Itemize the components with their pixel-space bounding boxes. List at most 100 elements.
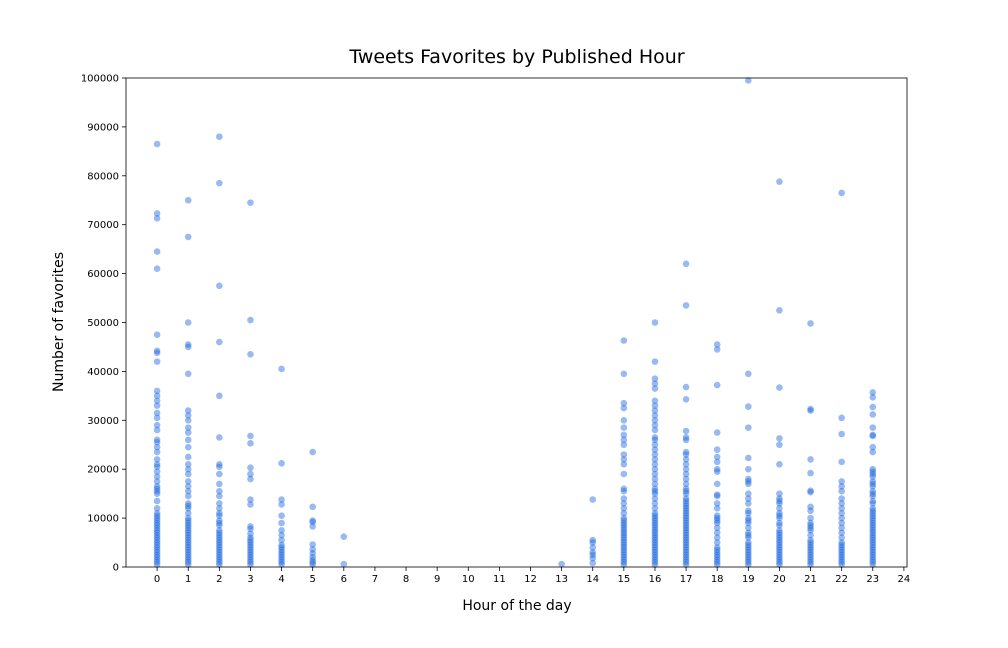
data-point [745,551,752,559]
data-point [247,432,254,440]
data-point [216,558,223,566]
data-point [620,517,628,524]
data-point [682,529,690,537]
data-point [776,531,783,539]
data-point [713,546,721,554]
data-point [153,546,161,554]
x-tick-label: 5 [310,574,316,585]
data-point [620,549,628,556]
data-point [216,512,223,519]
data-point [776,522,783,529]
data-point [776,514,783,522]
data-point [651,421,659,429]
data-point [869,509,877,517]
data-point [620,544,628,551]
data-point [278,551,285,559]
data-point [620,531,628,539]
data-point [184,370,192,378]
data-point [651,553,659,561]
data-point [184,470,192,478]
data-point [153,539,161,546]
data-point [651,451,659,458]
data-point [309,517,316,524]
data-point [838,514,845,522]
data-point [184,502,192,510]
data-point [713,429,721,436]
x-tick-label: 14 [586,574,599,585]
data-point [807,556,814,563]
data-point [651,505,659,512]
data-point [216,529,223,537]
data-point [807,507,814,515]
data-point [651,546,659,554]
data-point [807,561,814,568]
data-point [838,561,845,568]
data-point [247,470,254,478]
data-point [869,527,877,534]
data-point [682,536,690,544]
data-point [153,478,161,485]
data-point [247,553,254,561]
data-point [682,480,690,488]
data-point [620,495,628,502]
data-point [153,443,161,451]
y-tick-label: 100000 [81,74,119,85]
data-point [713,519,721,527]
data-point [589,551,597,559]
data-point [713,553,721,561]
data-point [682,260,690,268]
data-point [713,551,721,559]
data-point [309,556,316,564]
data-point [869,432,877,440]
data-point [184,561,192,568]
data-point [838,529,845,537]
data-point [776,544,783,551]
y-tick-label: 10000 [87,514,119,525]
data-point [745,558,752,566]
data-point [869,534,877,541]
data-point [869,403,877,411]
data-point [682,434,690,441]
data-point [184,461,192,468]
data-point [807,546,814,554]
data-point [309,559,316,566]
data-point [153,397,161,405]
data-point [620,519,628,527]
data-point [620,551,628,559]
data-point [682,561,690,568]
data-point [309,541,316,548]
data-point [713,558,721,566]
data-point [651,446,659,453]
data-point [745,475,752,483]
data-point [247,549,254,556]
data-point [184,341,192,348]
data-point [651,558,659,566]
data-point [807,503,814,511]
x-tick-label: 10 [462,574,475,585]
data-point [745,370,752,378]
data-point [745,507,752,515]
data-point [745,500,752,507]
data-point [153,461,161,468]
data-point [776,527,783,534]
x-tick-label: 18 [711,574,724,585]
data-point [153,541,161,549]
data-point [682,456,690,463]
data-point [713,556,721,563]
data-point [745,77,752,84]
data-point [713,468,721,475]
data-point [184,527,192,534]
data-point [216,463,223,471]
data-point [247,544,254,551]
data-point [869,492,877,500]
data-point [651,480,659,488]
data-point [216,282,223,290]
data-point [620,417,628,424]
data-point [651,358,659,365]
data-point [153,349,161,357]
data-point [309,518,316,526]
data-point [184,553,192,561]
data-point [776,497,783,505]
data-point [869,431,877,439]
data-point [620,534,628,541]
